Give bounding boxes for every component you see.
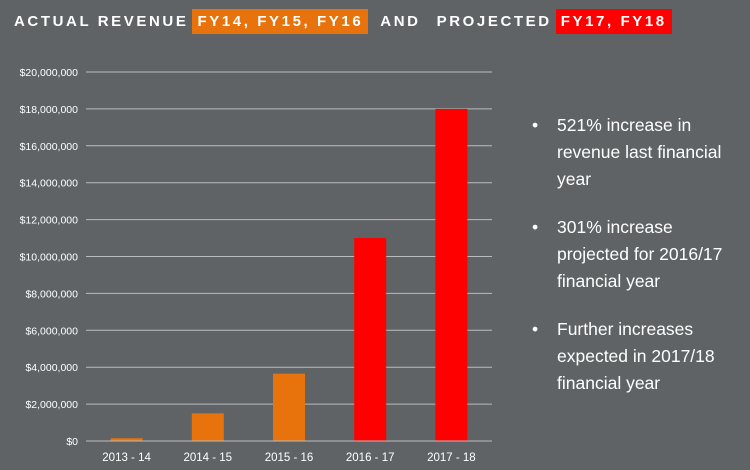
y-tick-label: $16,000,000: [20, 141, 79, 153]
y-tick-label: $18,000,000: [20, 104, 79, 116]
bullet-text: 301% increase projected for 2016/17 fina…: [557, 217, 723, 291]
y-tick-label: $8,000,000: [25, 288, 78, 300]
bullet-text: Further increases expected in 2017/18 fi…: [557, 319, 715, 393]
y-tick-label: $6,000,000: [25, 325, 78, 337]
y-tick-label: $10,000,000: [20, 252, 79, 264]
x-tick-label: 2013 - 14: [102, 452, 151, 464]
bar: [435, 108, 468, 442]
bar: [354, 238, 387, 441]
bullet-item: 301% increase projected for 2016/17 fina…: [530, 214, 740, 295]
title-and: AND: [380, 12, 421, 30]
title-projected: PROJECTED: [436, 12, 552, 30]
bar: [110, 438, 143, 441]
bar: [191, 413, 224, 441]
chart-title: ACTUAL REVENUE FY14, FY15, FY16 AND PROJ…: [14, 6, 676, 36]
bar: [273, 373, 305, 441]
revenue-bar-chart: $0 $2,000,000 $4,000,000 $6,000,000 $8,000,0…: [20, 67, 492, 464]
bullet-item: Further increases expected in 2017/18 fi…: [530, 316, 740, 397]
title-actual-revenue: ACTUAL REVENUE: [14, 12, 189, 30]
x-tick-label: 2015 - 16: [265, 452, 314, 464]
x-tick-label: 2014 - 15: [183, 452, 232, 464]
x-tick-label: 2016 - 17: [346, 452, 395, 464]
y-tick-label: $12,000,000: [20, 215, 79, 227]
y-tick-label: $0: [66, 436, 78, 448]
y-tick-label: $2,000,000: [25, 399, 78, 411]
title-projected-years-highlight: FY17, FY18: [555, 8, 672, 34]
key-points-list: 521% increase in revenue last financial …: [530, 112, 740, 418]
y-tick-label: $4,000,000: [25, 362, 78, 374]
x-tick-label: 2017 - 18: [427, 452, 476, 464]
title-actual-years-highlight: FY14, FY15, FY16: [192, 8, 369, 34]
bullet-item: 521% increase in revenue last financial …: [530, 112, 740, 193]
bullet-text: 521% increase in revenue last financial …: [557, 115, 722, 189]
y-tick-label: $14,000,000: [20, 178, 79, 190]
y-tick-label: $20,000,000: [20, 67, 79, 79]
